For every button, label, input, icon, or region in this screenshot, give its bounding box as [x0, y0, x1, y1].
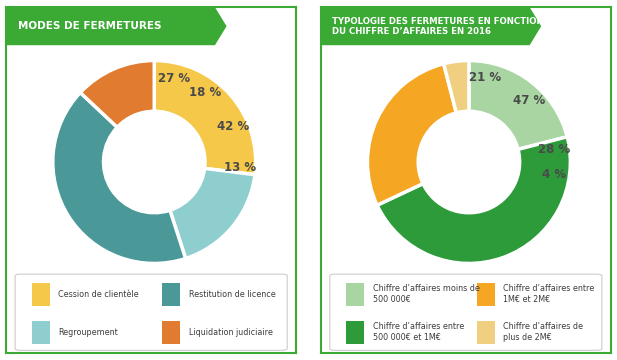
- Bar: [32, 321, 50, 344]
- Text: 42 %: 42 %: [217, 121, 249, 134]
- Bar: [162, 283, 180, 306]
- Text: 47 %: 47 %: [513, 94, 545, 107]
- Wedge shape: [80, 60, 154, 127]
- Bar: [477, 283, 495, 306]
- FancyBboxPatch shape: [329, 274, 602, 350]
- Text: Chiffre d’affaires de
plus de 2M€: Chiffre d’affaires de plus de 2M€: [503, 322, 583, 342]
- Bar: [346, 283, 365, 306]
- PathPatch shape: [321, 7, 541, 45]
- Text: 13 %: 13 %: [224, 161, 257, 174]
- Bar: [32, 283, 50, 306]
- Wedge shape: [53, 93, 186, 264]
- Text: Chiffre d’affaires entre
500 000€ et 1M€: Chiffre d’affaires entre 500 000€ et 1M€: [373, 322, 464, 342]
- Text: TYPOLOGIE DES FERMETURES EN FONCTION
DU CHIFFRE D’AFFAIRES EN 2016: TYPOLOGIE DES FERMETURES EN FONCTION DU …: [333, 17, 544, 36]
- Text: 28 %: 28 %: [538, 144, 571, 157]
- FancyBboxPatch shape: [15, 274, 287, 350]
- Bar: [477, 321, 495, 344]
- Wedge shape: [469, 60, 567, 149]
- Text: Cession de clientèle: Cession de clientèle: [58, 290, 139, 299]
- Text: 27 %: 27 %: [159, 72, 191, 85]
- Wedge shape: [377, 137, 570, 264]
- Text: Regroupement: Regroupement: [58, 328, 118, 337]
- Text: 18 %: 18 %: [189, 86, 221, 99]
- PathPatch shape: [6, 7, 226, 45]
- Wedge shape: [170, 168, 255, 258]
- Text: MODES DE FERMETURES: MODES DE FERMETURES: [18, 21, 161, 31]
- Wedge shape: [444, 60, 469, 113]
- Text: Restitution de licence: Restitution de licence: [189, 290, 275, 299]
- Bar: [162, 321, 180, 344]
- Wedge shape: [368, 64, 457, 205]
- Text: 21 %: 21 %: [468, 71, 501, 84]
- Text: 4 %: 4 %: [542, 167, 566, 180]
- Text: Chiffre d’affaires entre
1M€ et 2M€: Chiffre d’affaires entre 1M€ et 2M€: [503, 284, 595, 304]
- Bar: [346, 321, 365, 344]
- Wedge shape: [154, 60, 255, 175]
- Text: Chiffre d’affaires moins de
500 000€: Chiffre d’affaires moins de 500 000€: [373, 284, 479, 304]
- Text: Liquidation judiciaire: Liquidation judiciaire: [189, 328, 273, 337]
